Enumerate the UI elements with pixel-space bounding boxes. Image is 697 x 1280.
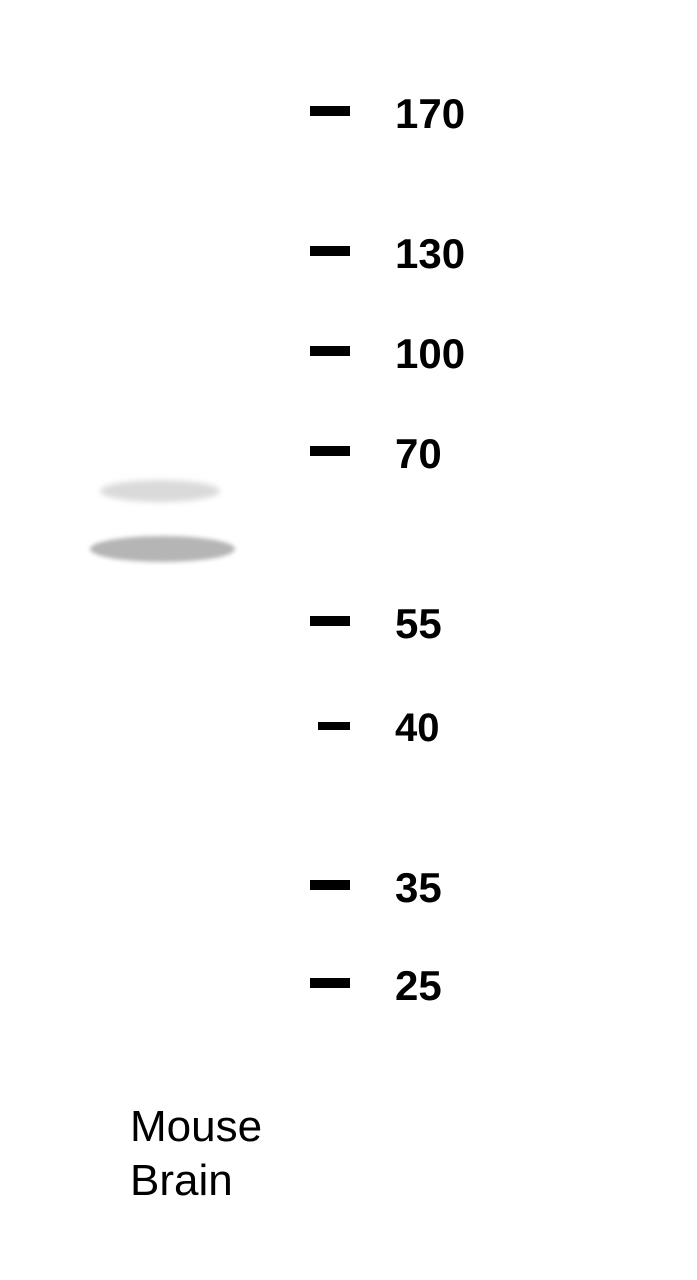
marker-tick — [310, 880, 350, 890]
lane-label: MouseBrain — [130, 1100, 262, 1208]
marker-label: 170 — [395, 90, 465, 138]
protein-band — [90, 536, 235, 562]
marker-label: 100 — [395, 330, 465, 378]
marker-tick — [310, 616, 350, 626]
marker-tick — [310, 978, 350, 988]
marker-label: 130 — [395, 230, 465, 278]
protein-band — [100, 480, 220, 502]
marker-tick — [310, 346, 350, 356]
marker-label: 25 — [395, 962, 442, 1010]
marker-tick — [310, 446, 350, 456]
marker-tick — [318, 722, 350, 730]
marker-label: 35 — [395, 864, 442, 912]
western-blot-figure: 170 130 100 70 55 40 35 25 MouseBrain — [0, 0, 697, 1280]
marker-label: 70 — [395, 430, 442, 478]
lane-label-line2: Brain — [130, 1154, 262, 1208]
marker-label: 55 — [395, 600, 442, 648]
marker-tick — [310, 246, 350, 256]
lane-label-line1: Mouse — [130, 1100, 262, 1154]
marker-tick — [310, 106, 350, 116]
marker-label: 40 — [395, 706, 440, 751]
